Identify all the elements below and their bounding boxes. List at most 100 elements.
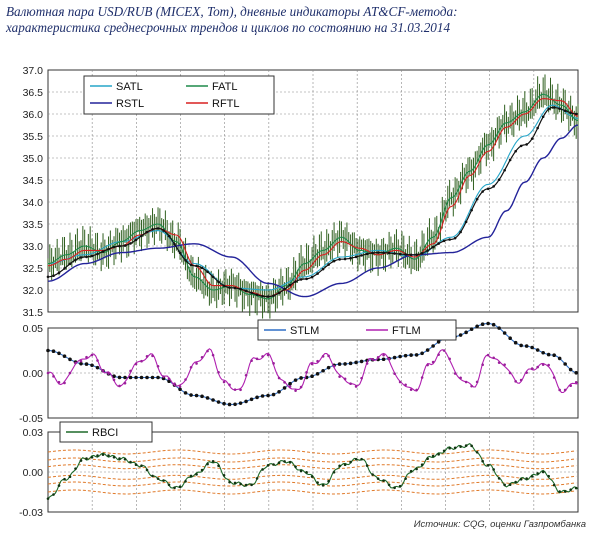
- dotted_black-point: [349, 256, 352, 260]
- y-tick-label: 36.0: [23, 109, 44, 121]
- stlm-point: [200, 394, 204, 399]
- ftlm-point: [112, 378, 116, 382]
- stlm-point: [167, 379, 171, 384]
- dotted_black-point: [167, 234, 171, 238]
- rbci-point: [118, 457, 121, 460]
- ftlm-point: [514, 380, 517, 383]
- ftlm-point: [338, 375, 341, 378]
- band-line: [47, 449, 577, 455]
- stlm-point: [84, 362, 89, 366]
- stlm-point: [260, 394, 265, 398]
- ftlm-point: [217, 370, 220, 374]
- ftlm-point: [107, 372, 110, 375]
- ftlm-point: [46, 371, 50, 375]
- rbci-point: [294, 465, 297, 468]
- rbci-point: [134, 463, 138, 466]
- ftlm-point: [365, 362, 369, 365]
- rbci-point: [74, 467, 77, 470]
- dotted_black-point: [398, 252, 402, 256]
- stlm-point: [381, 357, 386, 362]
- stlm-point: [414, 353, 419, 357]
- stlm-point: [178, 387, 182, 392]
- stlm-point: [249, 397, 254, 402]
- ftlm-point: [426, 363, 429, 367]
- dotted_black-point: [145, 230, 149, 234]
- y-tick-label: 33.5: [23, 219, 44, 231]
- dotted_black-point: [74, 258, 77, 262]
- dotted_black-point: [409, 253, 413, 257]
- momentum-panel: [46, 321, 579, 407]
- ftlm-point: [519, 378, 523, 382]
- stlm-point: [480, 322, 485, 327]
- ftlm-point: [508, 371, 512, 375]
- rbci-point: [272, 463, 275, 466]
- ftlm-point: [398, 380, 402, 384]
- legend-ftlm-label: FTLM: [392, 325, 421, 337]
- dotted_black-point: [354, 255, 358, 259]
- rstl-series-line: [47, 124, 579, 298]
- rbci-point: [470, 444, 473, 448]
- stlm-point: [282, 386, 287, 390]
- rbci-point: [514, 480, 517, 484]
- stlm-point: [513, 340, 518, 345]
- rbci-point: [233, 481, 237, 485]
- stlm-point: [57, 351, 61, 356]
- y-tick-label: 35.5: [23, 131, 44, 143]
- stlm-point: [431, 344, 435, 348]
- ftlm-point: [123, 381, 127, 385]
- rbci-point: [453, 446, 457, 450]
- rbci-point: [492, 468, 495, 471]
- rbci-point: [569, 488, 572, 491]
- ftlm-point: [68, 371, 72, 375]
- rbci-point: [63, 477, 66, 481]
- dotted_black-point: [508, 158, 512, 162]
- rbci-point: [321, 484, 325, 487]
- stlm-point: [238, 401, 243, 405]
- dotted_black-point: [365, 252, 369, 256]
- stlm-point: [194, 393, 199, 398]
- dotted_black-point: [68, 262, 72, 266]
- ftlm-point: [52, 375, 55, 378]
- dotted_black-point: [558, 107, 561, 110]
- ftlm-point: [266, 353, 270, 357]
- stlm-point: [112, 374, 116, 379]
- dotted_black-point: [563, 109, 567, 112]
- ftlm-point: [321, 355, 325, 358]
- dotted_black-point: [184, 259, 187, 262]
- ftlm-point: [283, 381, 286, 384]
- rbci-point: [420, 463, 424, 467]
- dotted_black-point: [255, 293, 259, 297]
- rbci-point: [145, 468, 149, 472]
- ftlm-point: [404, 383, 407, 387]
- rbci-point: [167, 483, 171, 487]
- stlm-point: [134, 375, 138, 380]
- stlm-point: [502, 331, 507, 335]
- legend-rbci: [59, 421, 153, 443]
- y-tick-label: 0.05: [23, 323, 44, 335]
- stlm-point: [139, 375, 144, 380]
- dotted_black-point: [371, 251, 374, 255]
- dotted_black-point: [134, 238, 138, 242]
- dotted_black-point: [222, 284, 226, 287]
- ftlm-point: [299, 385, 303, 389]
- stlm-point: [398, 354, 402, 359]
- dotted_black-point: [453, 236, 457, 240]
- stlm-point: [288, 381, 292, 386]
- ftlm-point: [420, 376, 424, 379]
- stlm-point: [79, 361, 83, 366]
- stlm-point: [227, 402, 232, 407]
- ftlm-point: [497, 361, 501, 364]
- dotted_black-point: [316, 272, 319, 275]
- y-tick-label: 33.0: [23, 241, 44, 253]
- stlm-point: [150, 375, 155, 380]
- rbci-point: [184, 480, 187, 483]
- ftlm-point: [134, 362, 138, 366]
- rbci-point: [343, 463, 347, 466]
- ftlm-point: [211, 353, 215, 357]
- ftlm-point: [255, 357, 259, 361]
- ftlm-point: [90, 353, 94, 357]
- rbci-point: [382, 479, 385, 482]
- ftlm-point: [239, 388, 242, 392]
- ftlm-point: [261, 355, 264, 358]
- ftlm-point: [327, 354, 330, 358]
